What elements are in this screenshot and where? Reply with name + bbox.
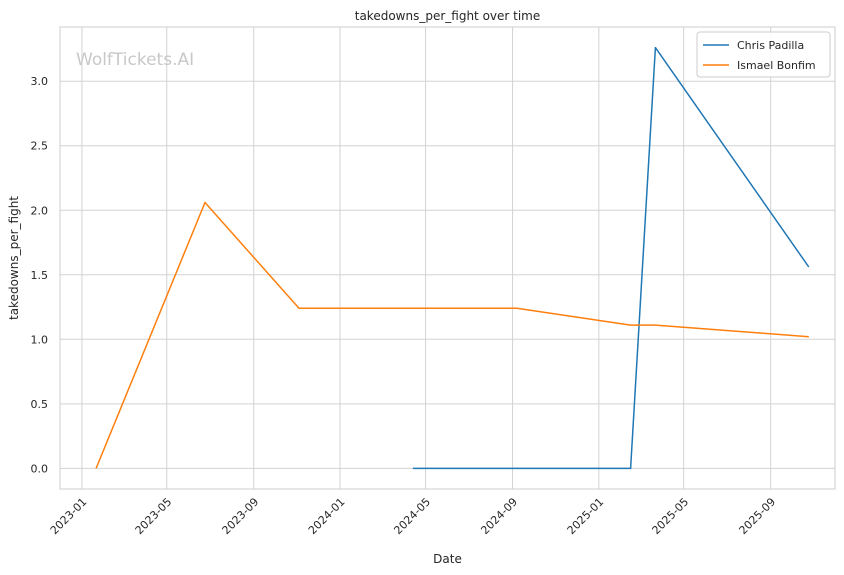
y-tick-label: 2.5 <box>31 140 49 153</box>
y-tick-label: 0.0 <box>31 462 49 475</box>
legend-box <box>696 31 831 78</box>
x-tick-label: 2025-01 <box>565 495 607 537</box>
legend-label: Ismael Bonfim <box>737 59 816 72</box>
x-tick-label: 2023-09 <box>220 495 262 537</box>
y-axis: 0.0 0.5 1.0 1.5 2.0 2.5 3.0 <box>31 75 49 475</box>
series-layer <box>95 46 810 470</box>
grid-layer <box>60 27 835 489</box>
plot-area <box>59 26 836 490</box>
x-tick-label: 2025-09 <box>737 495 779 537</box>
x-axis-title: Date <box>433 552 462 566</box>
x-tick-label: 2024-05 <box>391 495 433 537</box>
x-axis: 2023-01 2023-05 2023-09 2024-01 2024-05 2024-… <box>48 495 778 537</box>
x-tick-label: 2025-05 <box>650 495 692 537</box>
x-tick-label: 2024-09 <box>478 495 520 537</box>
y-tick-label: 2.0 <box>31 204 49 217</box>
y-tick-label: 3.0 <box>31 75 49 88</box>
y-tick-label: 1.5 <box>31 269 49 282</box>
x-tick-label: 2024-01 <box>306 495 348 537</box>
y-axis-title: takedowns_per_fight <box>7 196 21 320</box>
y-tick-label: 0.5 <box>31 398 49 411</box>
y-tick-label: 1.0 <box>31 333 49 346</box>
series-line-chris-padilla <box>412 46 810 470</box>
watermark-text: WolfTickets.AI <box>76 50 194 70</box>
x-tick-label: 2023-01 <box>48 495 90 537</box>
chart-title: takedowns_per_fight over time <box>355 9 541 23</box>
legend-label: Chris Padilla <box>737 39 804 52</box>
x-tick-label: 2023-05 <box>133 495 175 537</box>
series-line-ismael-bonfim <box>95 201 809 469</box>
legend: Chris Padilla Ismael Bonfim <box>696 31 831 78</box>
